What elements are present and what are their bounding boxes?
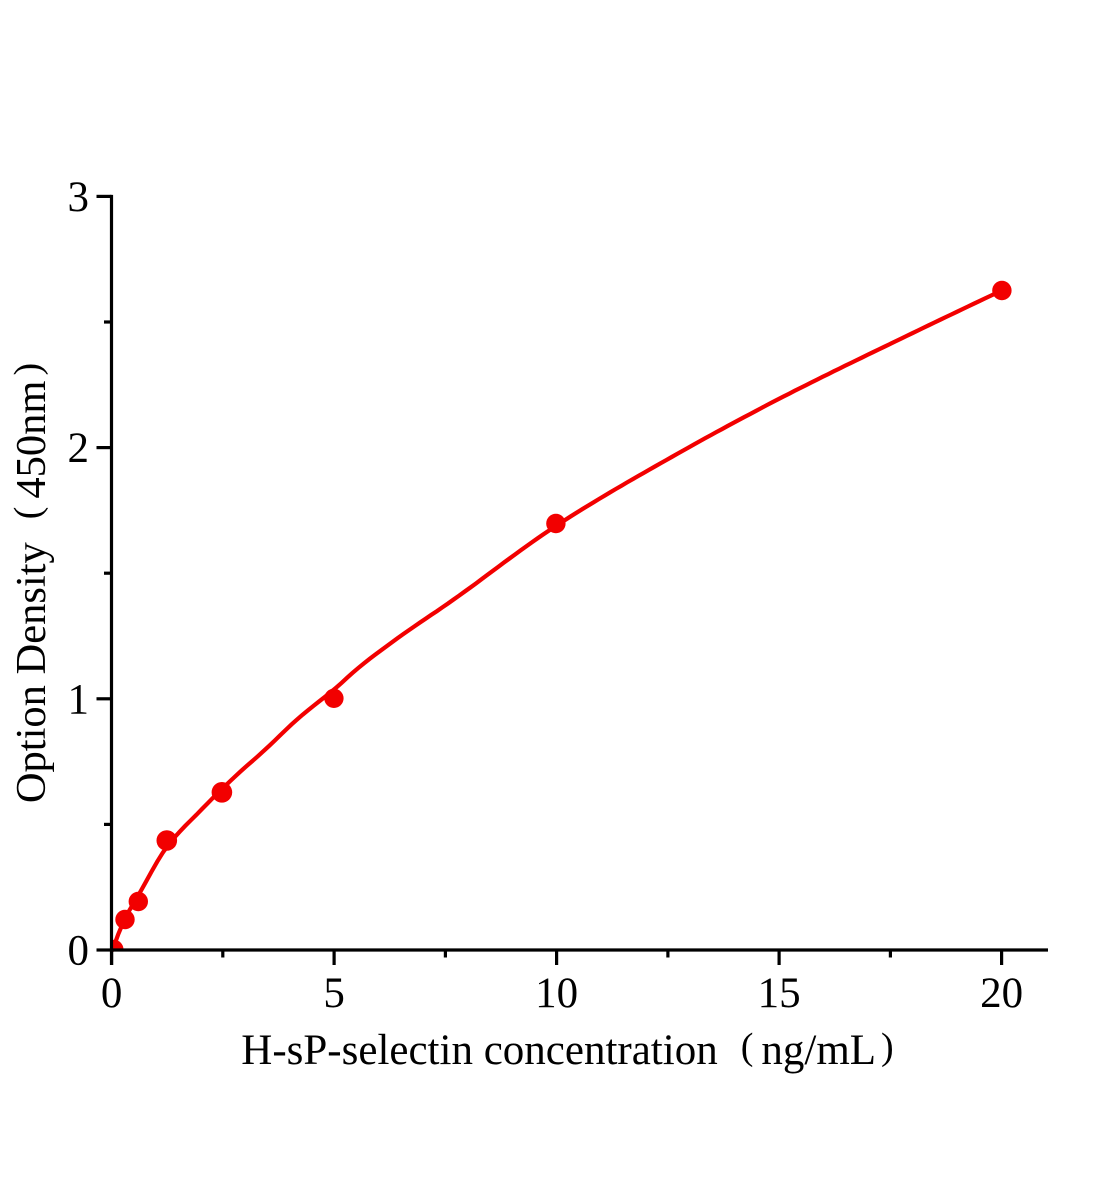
svg-text:0: 0 [101,970,123,1017]
svg-text:3: 3 [68,174,90,221]
svg-text:5: 5 [323,970,345,1017]
svg-text:20: 20 [980,970,1023,1017]
svg-text:Option Density(450nm): Option Density(450nm) [7,363,55,803]
svg-text:0: 0 [68,928,90,975]
svg-text:1: 1 [68,676,90,723]
svg-text:H-sP-selectin concentration(ng: H-sP-selectin concentration(ng/mL) [241,1026,893,1074]
svg-text:2: 2 [68,425,90,472]
svg-text:10: 10 [535,970,578,1017]
svg-text:15: 15 [758,970,801,1017]
